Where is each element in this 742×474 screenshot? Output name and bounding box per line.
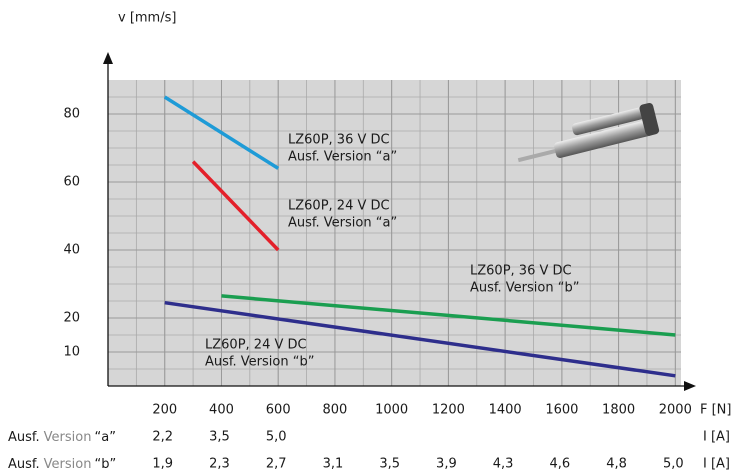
x-tick-label: 1800 bbox=[602, 403, 635, 418]
y-axis-arrow bbox=[103, 52, 113, 64]
row-unit: I [A] bbox=[703, 457, 730, 472]
series-label: LZ60P, 24 V DC bbox=[205, 338, 307, 353]
row-label: Ausf. Version “a” bbox=[8, 430, 116, 445]
current-value: 1,9 bbox=[152, 457, 173, 472]
x-tick-label: 1400 bbox=[489, 403, 522, 418]
current-value: 3,5 bbox=[209, 430, 230, 445]
x-axis-arrow bbox=[684, 381, 696, 391]
row-label-part: Version bbox=[44, 457, 92, 472]
row-label-part: Ausf. bbox=[8, 457, 40, 472]
y-tick-label: 80 bbox=[63, 107, 80, 122]
current-value: 5,0 bbox=[266, 430, 287, 445]
series-line bbox=[191, 160, 280, 252]
current-value: 3,9 bbox=[436, 457, 457, 472]
series-sublabel: Ausf. Version “a” bbox=[288, 150, 397, 165]
x-tick-label: 800 bbox=[323, 403, 348, 418]
x-tick-label: 1000 bbox=[375, 403, 408, 418]
series-line bbox=[164, 300, 676, 378]
series-label: LZ60P, 24 V DC bbox=[288, 199, 390, 214]
y-tick-label: 20 bbox=[63, 311, 80, 326]
y-tick-label: 10 bbox=[63, 345, 80, 360]
current-value: 2,2 bbox=[152, 430, 173, 445]
series-sublabel: Ausf. Version “a” bbox=[288, 216, 397, 231]
x-tick-label: 600 bbox=[266, 403, 291, 418]
series-sublabel: Ausf. Version “b” bbox=[470, 281, 579, 296]
x-tick-label: 1200 bbox=[432, 403, 465, 418]
row-label: Ausf. Version “b” bbox=[8, 457, 116, 472]
x-tick-label: 400 bbox=[209, 403, 234, 418]
y-axis-label: v [mm/s] bbox=[118, 11, 176, 26]
series-line bbox=[163, 95, 280, 170]
current-value: 4,8 bbox=[606, 457, 627, 472]
x-tick-label: 200 bbox=[152, 403, 177, 418]
x-tick-label: 2000 bbox=[659, 403, 692, 418]
current-value: 3,1 bbox=[323, 457, 344, 472]
series-label: LZ60P, 36 V DC bbox=[470, 264, 572, 279]
current-value: 5,0 bbox=[663, 457, 684, 472]
x-axis-label: F [N] bbox=[700, 403, 731, 418]
current-value: 3,5 bbox=[379, 457, 400, 472]
row-label-part: “a” bbox=[95, 430, 116, 445]
series-label: LZ60P, 36 V DC bbox=[288, 133, 390, 148]
current-value: 4,3 bbox=[493, 457, 514, 472]
y-tick-label: 60 bbox=[63, 175, 80, 190]
actuator-image bbox=[517, 102, 660, 163]
row-label-part: Ausf. bbox=[8, 430, 40, 445]
current-value: 2,7 bbox=[266, 457, 287, 472]
row-label-part: “b” bbox=[95, 457, 117, 472]
series-line bbox=[221, 294, 676, 337]
current-value: 2,3 bbox=[209, 457, 230, 472]
x-tick-label: 1600 bbox=[545, 403, 578, 418]
row-label-part: Version bbox=[44, 430, 92, 445]
row-unit: I [A] bbox=[703, 430, 730, 445]
y-tick-label: 40 bbox=[63, 243, 80, 258]
current-value: 4,6 bbox=[550, 457, 571, 472]
series-sublabel: Ausf. Version “b” bbox=[205, 355, 314, 370]
